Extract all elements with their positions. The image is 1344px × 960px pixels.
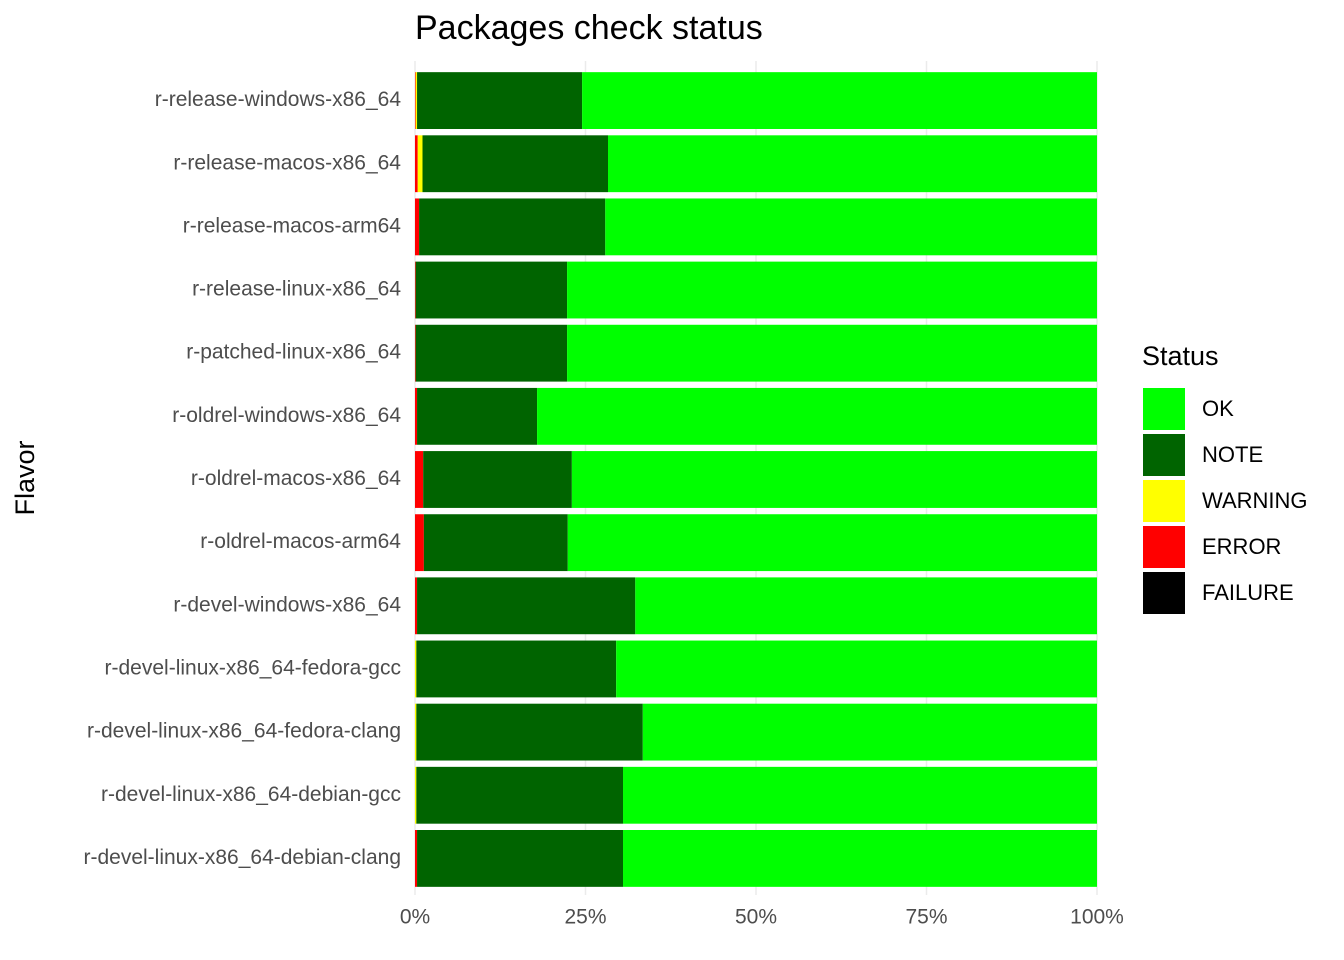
- bar-segment: [567, 324, 1097, 382]
- bar-segment: [423, 514, 568, 572]
- bar-segment: [642, 703, 1097, 761]
- bar-segment: [415, 514, 424, 572]
- y-tick-label: r-devel-windows-x86_64: [173, 593, 401, 616]
- bar-segment: [417, 387, 538, 445]
- bar-segment: [537, 387, 1097, 445]
- y-tick-label: r-release-macos-x86_64: [173, 151, 401, 174]
- bar-segment: [415, 261, 568, 319]
- x-tick-label: 50%: [735, 906, 777, 929]
- y-tick-label: r-release-macos-arm64: [183, 214, 402, 237]
- bar-segment: [416, 703, 643, 761]
- y-tick-label: r-devel-linux-x86_64-debian-gcc: [101, 783, 401, 806]
- bar-segment: [415, 135, 418, 193]
- legend-swatch: [1143, 434, 1185, 476]
- bar-segment: [415, 72, 416, 129]
- y-tick-label: r-release-windows-x86_64: [155, 88, 402, 111]
- y-tick-label: r-oldrel-windows-x86_64: [172, 404, 401, 427]
- bar-segment: [417, 72, 583, 129]
- y-tick-label: r-devel-linux-x86_64-fedora-clang: [87, 720, 401, 743]
- bar-segment: [417, 830, 624, 887]
- bar-segment: [415, 324, 568, 382]
- bar-segment: [423, 451, 572, 508]
- bar-segment: [415, 703, 417, 761]
- bar-segment: [623, 830, 1097, 887]
- bar-segment: [415, 387, 418, 445]
- legend-swatch: [1143, 572, 1185, 614]
- chart-title: Packages check status: [415, 9, 763, 47]
- bar-segment: [415, 577, 418, 635]
- bar-segment: [415, 451, 424, 508]
- bar-segment: [415, 198, 420, 256]
- bar-segment: [415, 766, 417, 824]
- bar-segment: [415, 324, 416, 382]
- legend-swatch: [1143, 480, 1185, 522]
- x-tick-label: 75%: [905, 906, 947, 929]
- y-tick-label: r-oldrel-macos-arm64: [200, 530, 401, 553]
- bar-segment: [415, 640, 417, 698]
- bar-segment: [635, 577, 1097, 635]
- bar-segment: [417, 577, 636, 635]
- bar-segment: [417, 135, 423, 193]
- bar-segment: [567, 261, 1097, 319]
- bar-segment: [582, 72, 1097, 129]
- bar-segment: [422, 135, 609, 193]
- bar-segment: [608, 135, 1097, 193]
- bar-segment: [605, 198, 1097, 256]
- y-tick-label: r-release-linux-x86_64: [192, 278, 401, 301]
- bar-segment: [623, 766, 1097, 824]
- y-tick-label: r-devel-linux-x86_64-fedora-gcc: [105, 657, 401, 680]
- bar-segment: [415, 830, 418, 887]
- legend-label: FAILURE: [1202, 580, 1294, 605]
- bar-segment: [416, 766, 624, 824]
- bar-segment: [415, 261, 416, 319]
- bar-segment: [415, 72, 418, 129]
- y-tick-label: r-oldrel-macos-x86_64: [191, 467, 401, 490]
- legend-swatch: [1143, 388, 1185, 430]
- legend-swatch: [1143, 526, 1185, 568]
- bar-segment: [567, 514, 1097, 572]
- y-axis-title: Flavor: [10, 440, 40, 515]
- legend-label: OK: [1202, 396, 1234, 421]
- bar-segment: [419, 198, 606, 256]
- y-tick-label: r-devel-linux-x86_64-debian-clang: [83, 846, 401, 869]
- y-tick-label: r-patched-linux-x86_64: [186, 341, 401, 364]
- bar-segment: [416, 640, 617, 698]
- bar-segment: [571, 451, 1097, 508]
- bar-segment: [616, 640, 1097, 698]
- legend-label: ERROR: [1202, 534, 1281, 559]
- legend-label: NOTE: [1202, 442, 1263, 467]
- x-tick-label: 0%: [400, 906, 430, 929]
- x-tick-label: 25%: [564, 906, 606, 929]
- legend-label: WARNING: [1202, 488, 1308, 513]
- x-tick-label: 100%: [1070, 906, 1124, 929]
- legend-title: Status: [1142, 341, 1219, 371]
